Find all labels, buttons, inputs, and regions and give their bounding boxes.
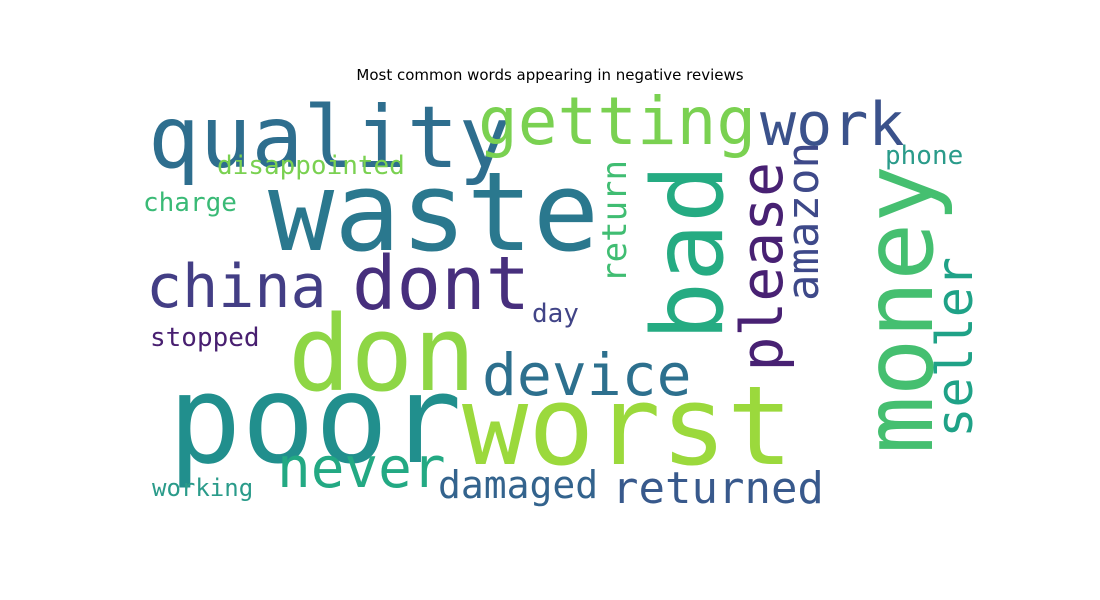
word-bad: bad bbox=[632, 164, 746, 341]
word-stopped: stopped bbox=[150, 323, 260, 353]
word-charge: charge bbox=[143, 188, 237, 218]
word-phone: phone bbox=[885, 141, 963, 171]
word-amazon: amazon bbox=[778, 142, 829, 301]
word-device: device bbox=[482, 341, 692, 409]
word-please: please bbox=[728, 162, 796, 372]
word-china: china bbox=[146, 252, 327, 322]
word-money: money bbox=[843, 165, 955, 454]
word-damaged: damaged bbox=[438, 463, 598, 507]
word-quality: quality bbox=[148, 88, 510, 188]
word-never: never bbox=[277, 436, 446, 501]
word-work: work bbox=[760, 90, 905, 160]
word-poor: poor bbox=[168, 349, 462, 491]
word-working: working bbox=[152, 474, 253, 502]
word-day: day bbox=[532, 299, 579, 329]
chart-title: Most common words appearing in negative … bbox=[356, 66, 744, 84]
word-don: don bbox=[288, 293, 476, 415]
word-seller: seller bbox=[926, 257, 984, 438]
word-worst: worst bbox=[462, 362, 793, 490]
word-return: return bbox=[595, 160, 635, 283]
word-disappointed: disappointed bbox=[217, 151, 405, 181]
word-returned: returned bbox=[612, 463, 824, 514]
word-dont: dont bbox=[352, 241, 530, 327]
word-waste: waste bbox=[268, 148, 599, 276]
word-getting: getting bbox=[478, 83, 756, 160]
